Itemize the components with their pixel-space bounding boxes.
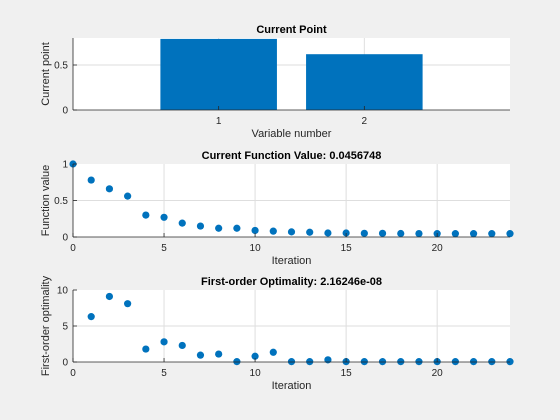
data-point <box>215 224 223 232</box>
x-axis-label: Iteration <box>272 380 312 392</box>
data-point <box>142 211 150 219</box>
x-tick-label: 15 <box>341 368 353 379</box>
data-point <box>306 228 314 236</box>
x-tick-label: 15 <box>341 243 353 254</box>
data-point <box>360 229 368 237</box>
x-tick-label: 2 <box>362 116 368 127</box>
chart-title: First-order Optimality: 2.16246e-08 <box>201 276 382 288</box>
data-point <box>451 230 459 238</box>
y-tick-label: 0 <box>62 233 68 244</box>
data-point <box>124 300 132 308</box>
data-point <box>178 341 186 350</box>
data-point <box>233 224 241 232</box>
data-point <box>342 229 350 237</box>
y-axis-label: Current point <box>40 42 52 106</box>
x-tick-label: 20 <box>432 368 444 379</box>
data-point <box>105 185 114 193</box>
axes-background <box>73 38 510 110</box>
data-point <box>324 229 332 237</box>
x-tick-label: 0 <box>70 243 76 254</box>
data-point <box>251 226 259 235</box>
data-point <box>251 352 259 360</box>
data-point <box>124 192 132 200</box>
x-tick-label: 10 <box>250 243 262 254</box>
data-point <box>215 350 223 358</box>
subplot-1: 1 2 0 0.5 Current Point Variable number Curren… <box>40 24 510 140</box>
x-tick-label: 10 <box>250 368 262 379</box>
y-tick-label: 0.5 <box>54 61 68 72</box>
subplot-2: 0 5 10 15 20 0 0.5 1 Current Function Value: 0.0… <box>40 150 514 267</box>
data-point <box>397 229 405 238</box>
data-point <box>160 338 168 346</box>
chart-title: Current Function Value: 0.0456748 <box>202 150 382 162</box>
data-point <box>178 219 186 227</box>
data-point <box>469 230 478 238</box>
x-tick-label: 5 <box>161 368 167 379</box>
data-point <box>196 222 205 230</box>
y-tick-label: 10 <box>57 286 69 297</box>
chart-title: Current Point <box>256 24 327 36</box>
data-point <box>160 213 168 221</box>
bar-1 <box>160 38 277 110</box>
data-point <box>287 228 296 236</box>
y-tick-label: 5 <box>62 322 68 333</box>
y-axis-label: Function value <box>40 165 52 237</box>
y-tick-label: 1 <box>62 160 68 171</box>
data-point <box>415 229 423 238</box>
subplot-3: 0 5 10 15 20 0 5 10 First-order Optimality: 2.16… <box>40 275 514 392</box>
x-tick-label: 20 <box>432 243 444 254</box>
y-tick-label: 0 <box>62 358 68 369</box>
data-point <box>142 345 150 353</box>
x-axis-label: Variable number <box>252 128 332 140</box>
y-tick-label: 0 <box>62 106 68 117</box>
data-point <box>488 230 496 238</box>
y-tick-label: 0.5 <box>54 196 68 207</box>
data-point <box>269 227 277 235</box>
data-point <box>105 292 114 301</box>
bar-2 <box>306 54 423 110</box>
x-tick-label: 0 <box>70 368 76 379</box>
x-tick-label: 5 <box>161 243 167 254</box>
data-point <box>378 229 387 237</box>
data-point <box>269 348 277 356</box>
data-point <box>87 176 95 184</box>
y-axis-label: First-order optimality <box>40 275 52 376</box>
x-axis-label: Iteration <box>272 255 312 267</box>
x-tick-label: 1 <box>216 116 222 127</box>
data-point <box>87 313 95 321</box>
data-point <box>506 230 514 238</box>
data-point <box>196 351 205 359</box>
